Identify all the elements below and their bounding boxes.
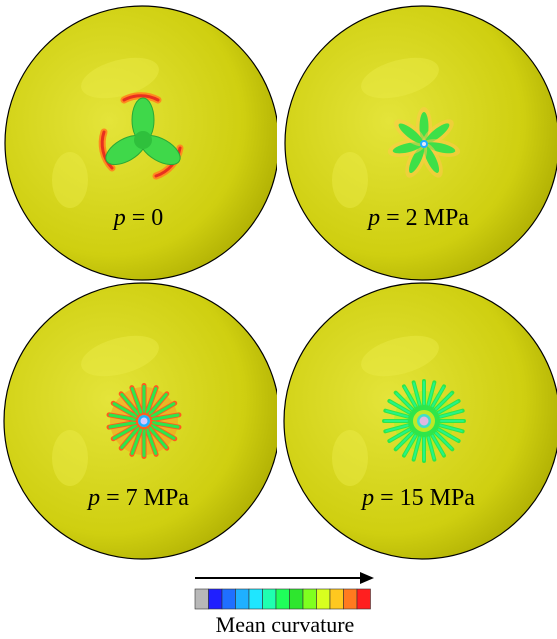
colorbar: [194, 572, 374, 610]
colorbar-swatch: [275, 588, 290, 610]
panel-p2: p = 2 MPa: [280, 0, 557, 300]
colorbar-legend: Mean curvature: [190, 566, 380, 638]
colorbar-swatch: [262, 588, 277, 610]
panel-p0: p = 0: [0, 0, 277, 300]
wrinkle-pattern-p15: [382, 379, 466, 463]
wrinkle-pattern-p0: [98, 92, 184, 180]
panel-p7: p = 7 MPa: [0, 280, 277, 570]
sphere-p7: [3, 282, 277, 560]
pressure-label-p7: p = 7 MPa: [88, 485, 189, 511]
wrinkle-pattern-p2: [386, 107, 462, 181]
pressure-label-p15: p = 15 MPa: [362, 485, 475, 511]
sphere-p0: [4, 5, 277, 281]
colorbar-swatch: [356, 588, 371, 610]
colorbar-swatch: [221, 588, 236, 610]
wrinkle-pattern-p7: [106, 383, 182, 459]
colorbar-swatch: [343, 588, 358, 610]
panel-p15: p = 15 MPa: [280, 280, 557, 570]
colorbar-swatch: [289, 588, 304, 610]
colorbar-swatch: [208, 588, 223, 610]
colorbar-swatch: [235, 588, 250, 610]
sphere-p15: [283, 282, 557, 560]
pressure-label-p2: p = 2 MPa: [368, 205, 469, 231]
colorbar-title: Mean curvature: [215, 612, 355, 637]
pressure-label-p0: p = 0: [113, 205, 164, 231]
colorbar-swatch: [316, 588, 331, 610]
colorbar-swatch: [329, 588, 344, 610]
colorbar-swatch: [194, 588, 209, 610]
colorbar-swatch: [302, 588, 317, 610]
arrow-head-icon: [360, 572, 374, 584]
colorbar-swatch: [248, 588, 263, 610]
sphere-p2: [284, 5, 557, 281]
